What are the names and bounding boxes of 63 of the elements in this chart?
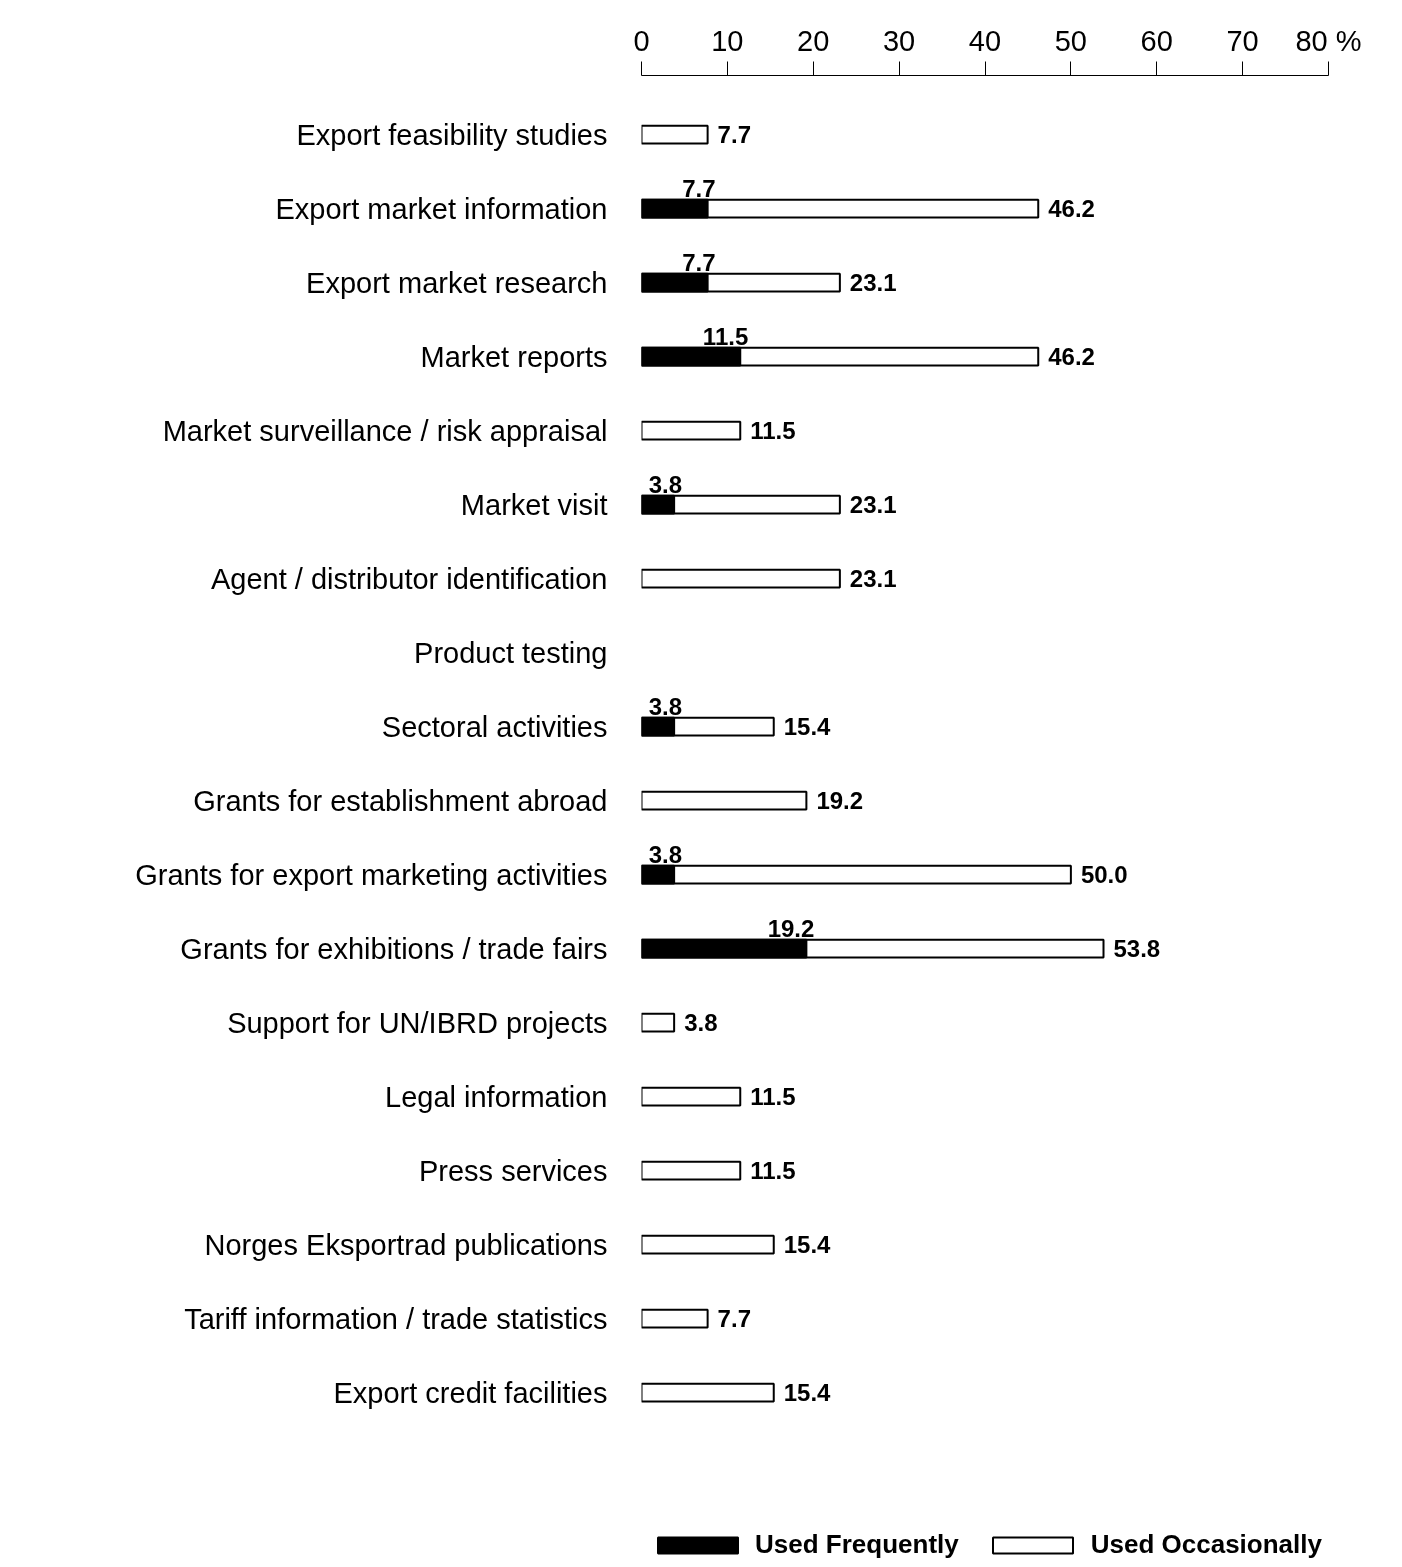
x-tick-label: 70	[1226, 24, 1259, 57]
y-tick-label: Export market information	[275, 192, 608, 225]
data-label: 19.2	[816, 787, 864, 815]
y-tick-label: Support for UN/IBRD projects	[227, 1006, 608, 1039]
bar	[641, 568, 841, 589]
data-label: 7.7	[717, 1305, 751, 1333]
data-label: 46.2	[1048, 195, 1095, 223]
data-label: 7.7	[682, 248, 716, 276]
data-label: 15.4	[783, 1379, 832, 1407]
y-tick-label: Product testing	[414, 636, 608, 669]
bar	[641, 1086, 742, 1107]
data-label: 11.5	[702, 322, 749, 350]
x-tick-label: 0	[633, 24, 650, 57]
x-tick-label: 20	[797, 24, 830, 57]
x-tick-label: 50	[1054, 24, 1088, 57]
data-label: 15.4	[783, 713, 832, 741]
y-tick-label: Press services	[418, 1154, 608, 1187]
data-label: 11.5	[750, 417, 796, 445]
y-tick-label: Sectoral activities	[381, 710, 608, 743]
data-label: 23.1	[849, 491, 897, 519]
data-label: 15.4	[783, 1231, 832, 1259]
data-label: 53.8	[1113, 935, 1161, 963]
bar	[641, 420, 742, 441]
bar	[641, 790, 808, 811]
data-label: 50.0	[1080, 861, 1128, 889]
y-tick-label: Grants for export marketing activities	[135, 858, 608, 891]
bar	[641, 1308, 709, 1329]
data-label: 3.8	[648, 470, 683, 498]
bar	[641, 1160, 742, 1181]
data-label: 3.8	[648, 692, 683, 720]
data-label: 7.7	[682, 174, 716, 202]
data-label: 23.1	[849, 565, 897, 593]
x-tick-label: 30	[883, 24, 916, 57]
y-tick-label: Agent / distributor identification	[210, 562, 608, 595]
y-tick-label: Export feasibility studies	[296, 118, 608, 151]
y-tick-label: Grants for exhibitions / trade fairs	[180, 932, 608, 965]
data-label: 11.5	[750, 1157, 796, 1185]
y-tick-label: Tariff information / trade statistics	[184, 1302, 608, 1335]
x-tick-label: 80 %	[1295, 24, 1362, 57]
y-tick-label: Grants for establishment abroad	[193, 784, 608, 817]
legend-label: Used Occasionally	[1090, 1529, 1322, 1560]
y-tick-label: Market visit	[460, 488, 608, 521]
y-tick-label: Export credit facilities	[333, 1376, 608, 1409]
data-label: 19.2	[767, 914, 815, 942]
x-tick-label: 40	[968, 24, 1002, 57]
y-tick-label: Legal information	[385, 1080, 608, 1113]
data-label: 3.8	[648, 840, 683, 868]
y-tick-label: Norges Eksportrad publications	[204, 1228, 608, 1261]
data-label: 11.5	[750, 1083, 796, 1111]
y-tick-label: Export market research	[306, 266, 608, 299]
x-tick-label: 60	[1140, 24, 1173, 57]
data-label: 7.7	[717, 121, 751, 149]
bar	[641, 1382, 775, 1403]
data-label: 46.2	[1048, 343, 1095, 371]
x-tick-label: 10	[711, 24, 744, 57]
bar	[641, 124, 709, 145]
bar	[641, 1012, 676, 1033]
bar	[641, 1234, 775, 1255]
y-tick-label: Market reports	[420, 340, 608, 373]
data-label: 3.8	[684, 1009, 718, 1037]
data-label: 23.1	[849, 269, 897, 297]
y-tick-label: Market surveillance / risk appraisal	[162, 414, 608, 447]
legend-label: Used Frequently	[755, 1529, 959, 1560]
